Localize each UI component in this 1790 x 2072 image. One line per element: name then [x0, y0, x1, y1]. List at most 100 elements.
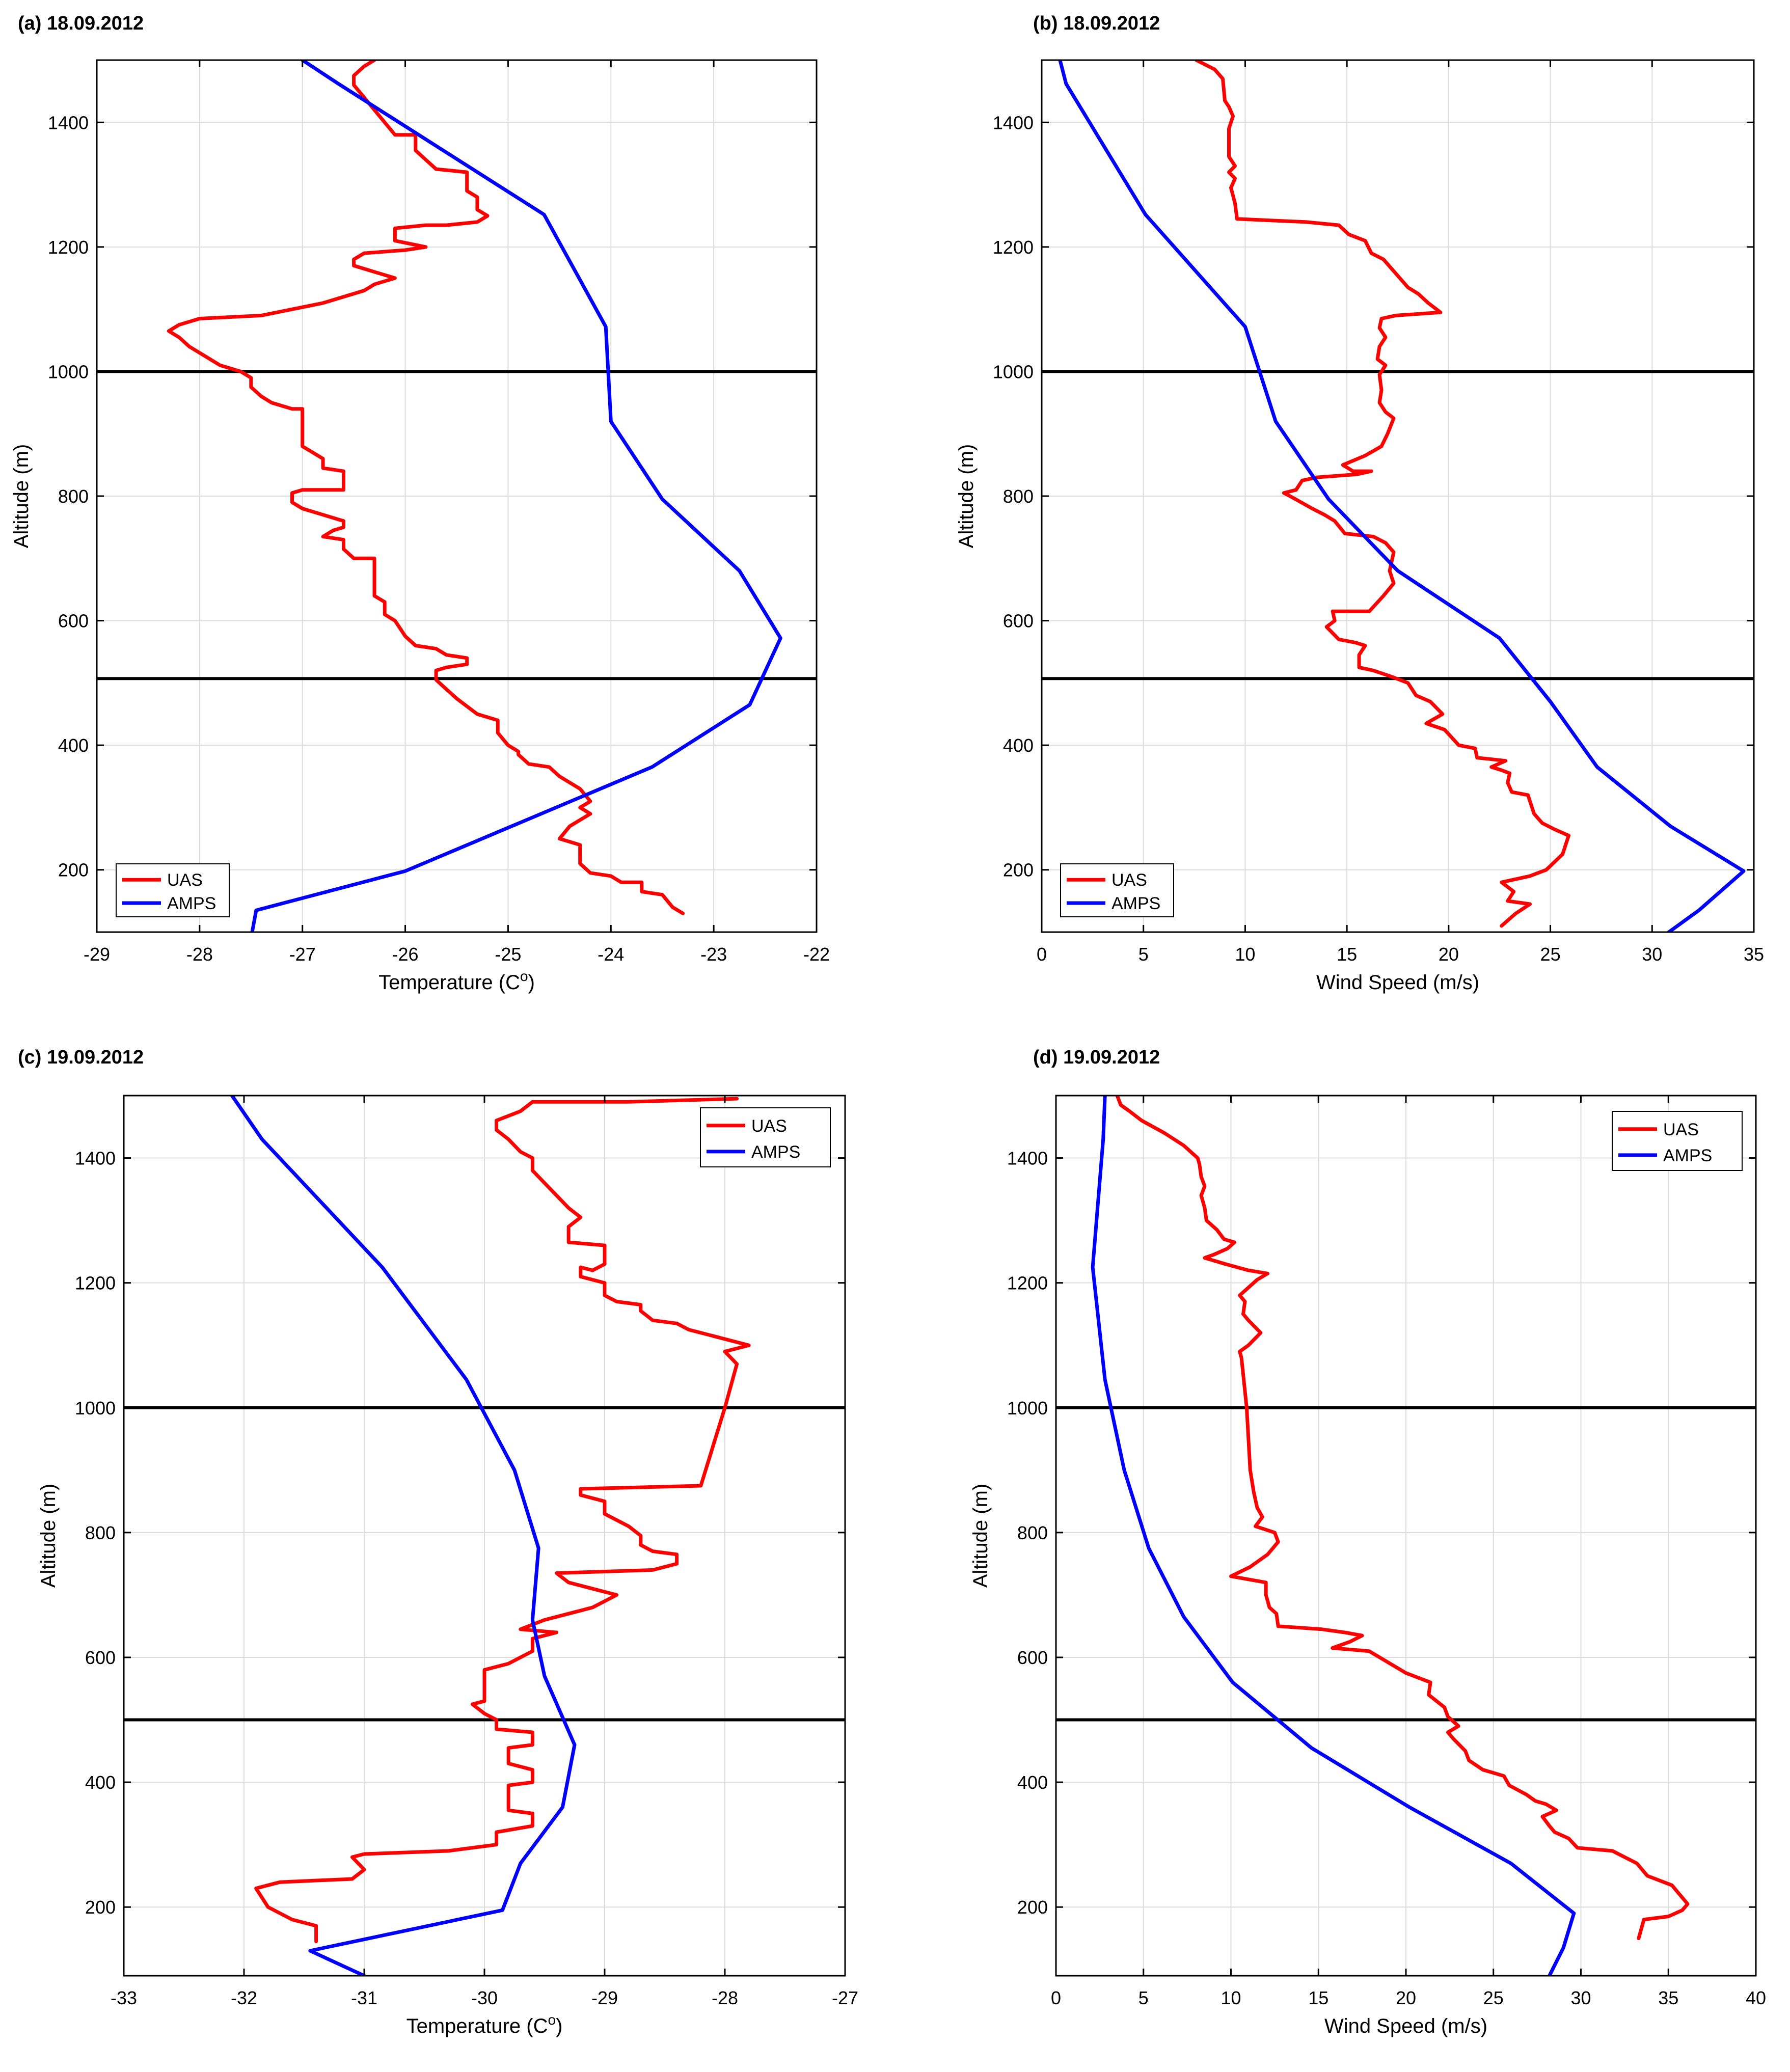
y-tick-label: 1400 [48, 112, 89, 133]
x-axis-label-text: Temperature (C [378, 971, 520, 994]
y-tick-label: 600 [1003, 611, 1034, 632]
y-tick-label: 600 [58, 611, 89, 632]
legend-box [700, 1107, 831, 1167]
x-tick-label: -24 [598, 944, 624, 965]
series-group [167, 60, 782, 932]
x-tick-label: 40 [1746, 1987, 1766, 2008]
panel-title: (b) 18.09.2012 [1033, 13, 1160, 34]
x-axis-label-text: Wind Speed (m/s) [1316, 971, 1479, 994]
series-line-amps [1058, 60, 1746, 932]
x-axis-label: Wind Speed (m/s) [1324, 2015, 1487, 2037]
panel-title: (c) 19.09.2012 [18, 1047, 144, 1068]
x-tick-label: -27 [832, 1987, 858, 2008]
x-tick-label: 15 [1337, 944, 1357, 965]
series-line-uas [1115, 1096, 1690, 1940]
legend-label-uas: UAS [1663, 1120, 1699, 1139]
x-tick-label: 35 [1658, 1987, 1678, 2008]
x-tick-label: -25 [495, 944, 521, 965]
x-tick-label: 5 [1138, 1987, 1149, 2008]
y-tick-label: 1400 [1007, 1148, 1048, 1169]
legend: UAS AMPS [116, 863, 230, 917]
x-tick-label: 5 [1138, 944, 1149, 965]
y-tick-label: 800 [85, 1522, 116, 1543]
y-tick-label: 400 [85, 1772, 116, 1793]
y-axis-label: Altitude (m) [37, 1484, 60, 1588]
series-line-amps [250, 60, 782, 932]
legend-label-uas: UAS [167, 870, 203, 890]
series-group [230, 1096, 751, 1976]
x-axis-label: Temperature (Co) [378, 968, 535, 994]
y-tick-label: 400 [58, 735, 89, 756]
y-tick-label: 200 [1003, 860, 1034, 881]
x-axis-label-text: Temperature (C [406, 2015, 548, 2037]
x-tick-label: -28 [712, 1987, 738, 2008]
y-tick-label: 800 [58, 486, 89, 507]
legend-box [1060, 863, 1174, 917]
x-tick-label: -23 [700, 944, 727, 965]
x-tick-label: 35 [1744, 944, 1764, 965]
legend-box [116, 863, 230, 917]
legend-label-uas: UAS [751, 1116, 787, 1136]
x-tick-label: 10 [1235, 944, 1255, 965]
x-axis-label-tail: ) [528, 971, 535, 994]
y-axis-label: Altitude (m) [10, 444, 33, 549]
legend-label-uas: UAS [1111, 870, 1147, 890]
y-tick-label: 1400 [993, 112, 1034, 133]
y-axis-label: Altitude (m) [955, 444, 978, 549]
y-tick-label: 1200 [75, 1273, 116, 1294]
x-tick-label: 0 [1051, 1987, 1061, 2008]
legend-label-amps: AMPS [1111, 894, 1160, 913]
y-tick-label: 1200 [993, 237, 1034, 258]
panel-title: (a) 18.09.2012 [18, 13, 144, 34]
x-axis-label-superscript: o [548, 2012, 556, 2028]
series-group [1091, 1096, 1690, 1976]
chart-panel-b: (b) 18.09.2012 0 5 10 15 20 25 30 35 200 400 600 800… [955, 13, 1764, 994]
y-tick-label: 1400 [75, 1148, 116, 1169]
y-tick-label: 400 [1017, 1772, 1048, 1793]
x-tick-label: -33 [111, 1987, 137, 2008]
y-tick-label: 400 [1003, 735, 1034, 756]
x-tick-label: 10 [1221, 1987, 1241, 2008]
x-tick-label: -29 [591, 1987, 618, 2008]
x-axis-label-superscript: o [520, 968, 528, 984]
x-tick-label: 0 [1037, 944, 1047, 965]
x-tick-label: -26 [392, 944, 419, 965]
y-tick-label: 1000 [48, 361, 89, 382]
chart-panel-a: (a) 18.09.2012 -29 -28 -27 -26 -25 -24 -23 -22 20… [10, 13, 830, 994]
y-tick-label: 1200 [48, 237, 89, 258]
legend: UAS AMPS [1060, 863, 1174, 917]
legend-label-amps: AMPS [167, 894, 216, 913]
series-line-uas [254, 1097, 751, 1944]
x-tick-label: -28 [186, 944, 213, 965]
series-line-uas [167, 60, 685, 915]
x-tick-label: 15 [1308, 1987, 1328, 2008]
x-tick-label: -27 [289, 944, 316, 965]
y-tick-label: 200 [85, 1897, 116, 1918]
x-axis-label: Temperature (Co) [406, 2012, 563, 2037]
x-tick-label: -32 [231, 1987, 257, 2008]
x-tick-label: -31 [351, 1987, 377, 2008]
x-tick-label: -30 [471, 1987, 498, 2008]
legend: UAS AMPS [700, 1107, 831, 1167]
legend-box [1612, 1111, 1743, 1171]
legend: UAS AMPS [1612, 1111, 1743, 1171]
series-line-uas [1195, 60, 1570, 928]
legend-label-amps: AMPS [1663, 1146, 1712, 1165]
y-tick-label: 800 [1017, 1522, 1048, 1543]
y-tick-label: 600 [85, 1647, 116, 1668]
chart-panel-c: (c) 19.09.2012 -33 -32 -31 -30 -29 -28 -27 200 40… [18, 1047, 858, 2037]
y-tick-label: 1000 [1007, 1398, 1048, 1419]
x-tick-label: 25 [1483, 1987, 1504, 2008]
y-tick-label: 800 [1003, 486, 1034, 507]
x-axis-label-tail: ) [556, 2015, 562, 2037]
x-tick-label: 30 [1642, 944, 1662, 965]
y-tick-label: 600 [1017, 1647, 1048, 1668]
x-tick-label: 20 [1396, 1987, 1416, 2008]
legend-label-amps: AMPS [751, 1142, 800, 1162]
y-tick-label: 200 [58, 860, 89, 881]
y-axis-label: Altitude (m) [969, 1484, 992, 1588]
y-tick-label: 1000 [993, 361, 1034, 382]
x-tick-label: 30 [1570, 1987, 1591, 2008]
x-axis-label-text: Wind Speed (m/s) [1324, 2015, 1487, 2037]
